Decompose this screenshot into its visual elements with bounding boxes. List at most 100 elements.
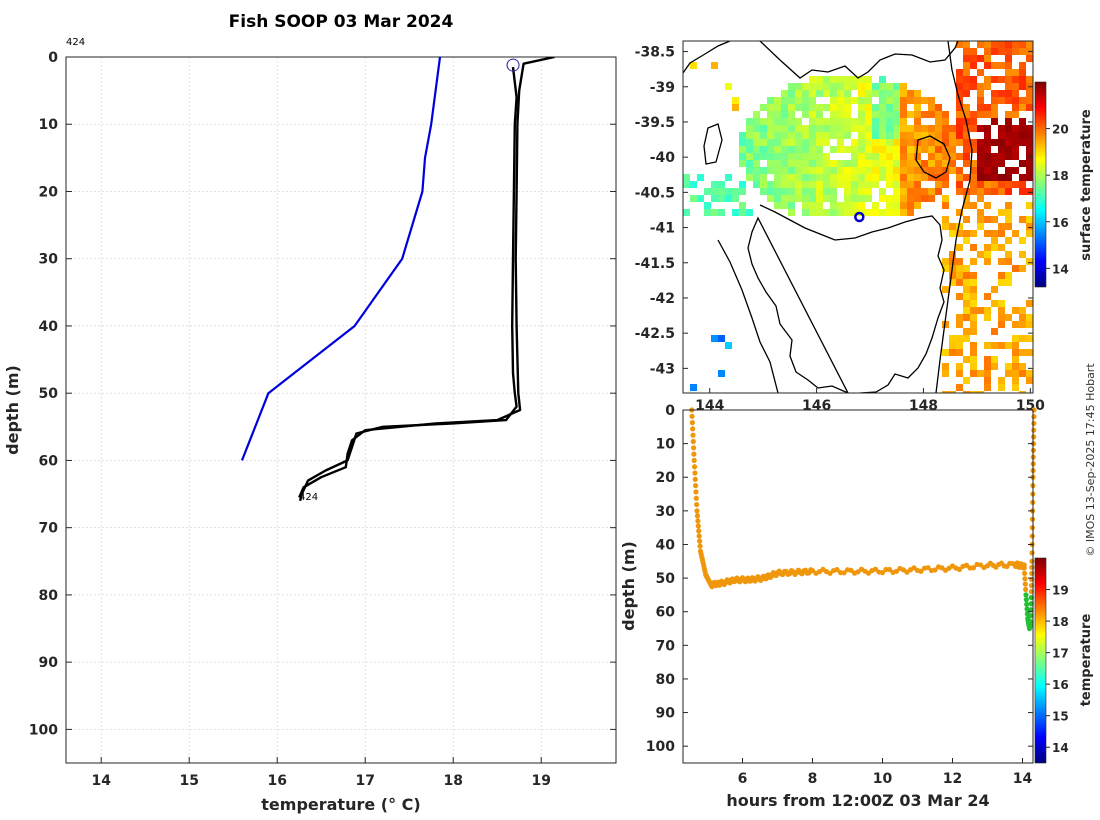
sst-cell [998, 223, 1005, 230]
sst-cell [1005, 132, 1012, 139]
sst-cell [977, 41, 984, 48]
imos-credit: © IMOS 13-Sep-2025 17:45 Hobart [1084, 363, 1097, 557]
sst-cell [802, 160, 809, 167]
sst-cell [788, 174, 795, 181]
sst-cell [823, 132, 830, 139]
sst-cell [928, 104, 935, 111]
map-lat-label: -39 [650, 80, 675, 96]
sst-cell [893, 160, 900, 167]
timeseries-ytick-label: 0 [665, 403, 675, 419]
sst-cell [781, 181, 788, 188]
sst-cell [956, 174, 963, 181]
sst-cell [942, 125, 949, 132]
sst-cell [851, 167, 858, 174]
sst-cell [753, 146, 760, 153]
temperature-colorbar-tick-label: 18 [1052, 615, 1069, 629]
sst-cell [865, 181, 872, 188]
sst-cell [1005, 181, 1012, 188]
sst-cell [914, 97, 921, 104]
sst-cell [984, 258, 991, 265]
sst-cell [984, 293, 991, 300]
sst-cell [879, 125, 886, 132]
sst-cell [816, 132, 823, 139]
sst-cell [809, 160, 816, 167]
sst-cell [788, 167, 795, 174]
sst-cell [935, 104, 942, 111]
sst-cell [963, 216, 970, 223]
profile-xtick-label: 15 [179, 773, 198, 789]
sst-cell [942, 363, 949, 370]
sst-cell [1026, 41, 1033, 48]
sst-cell [928, 111, 935, 118]
sst-cell [851, 83, 858, 90]
sst-cell [732, 195, 739, 202]
sst-cell [886, 132, 893, 139]
sst-cell [942, 153, 949, 160]
timeseries-point-ascent [1028, 613, 1034, 619]
timeseries-point-descent [694, 501, 700, 508]
sst-cell [865, 118, 872, 125]
sst-cell [956, 69, 963, 76]
sst-cell [963, 202, 970, 209]
sst-cell [900, 139, 907, 146]
sst-cell [907, 167, 914, 174]
sst-cell [963, 132, 970, 139]
sst-cell [1026, 202, 1033, 209]
sst-cell [1026, 314, 1033, 321]
sst-cell [984, 188, 991, 195]
sst-cell [711, 181, 718, 188]
sst-cell [718, 370, 725, 377]
sst-cell [914, 202, 921, 209]
sst-cell [956, 41, 963, 48]
sst-cell [942, 118, 949, 125]
sst-cell [781, 90, 788, 97]
sst-cell [802, 83, 809, 90]
sst-cell [879, 160, 886, 167]
sst-cell [970, 321, 977, 328]
sst-cell [767, 132, 774, 139]
sst-cell [970, 62, 977, 69]
sst-cell [942, 181, 949, 188]
sst-cell [991, 356, 998, 363]
sst-cell [879, 174, 886, 181]
sst-cell [823, 160, 830, 167]
sst-cell [984, 55, 991, 62]
sst-cell [879, 104, 886, 111]
sst-cell [963, 62, 970, 69]
sst-cell [991, 76, 998, 83]
sst-cell [781, 118, 788, 125]
sst-cell [816, 146, 823, 153]
sst-cell [1012, 335, 1019, 342]
sst-cell [984, 342, 991, 349]
sst-cell [809, 153, 816, 160]
sst-cell [711, 188, 718, 195]
sst-cell [718, 335, 725, 342]
sst-cell [879, 132, 886, 139]
sst-cell [788, 90, 795, 97]
sst-cell [1026, 146, 1033, 153]
sst-cell [865, 188, 872, 195]
sst-cell [802, 153, 809, 160]
profile-xtick-label: 16 [267, 773, 286, 789]
sst-cell [788, 202, 795, 209]
sst-cell [872, 153, 879, 160]
sst-cell [858, 111, 865, 118]
sst-cell [1019, 62, 1026, 69]
timeseries-point-bottom [841, 570, 847, 576]
sst-cell [963, 300, 970, 307]
sst-cell [886, 97, 893, 104]
sst-cell [1005, 188, 1012, 195]
timeseries-points [689, 407, 1037, 632]
sst-cell [893, 181, 900, 188]
sst-cell [970, 272, 977, 279]
sst-cell [949, 230, 956, 237]
sst-cell [893, 195, 900, 202]
sst-cell [844, 111, 851, 118]
sst-cell [865, 209, 872, 216]
sst-cell [816, 181, 823, 188]
sst-cell [879, 188, 886, 195]
sst-cell [949, 139, 956, 146]
sst-cell [914, 125, 921, 132]
sst-cell [774, 188, 781, 195]
sst-cell [704, 202, 711, 209]
